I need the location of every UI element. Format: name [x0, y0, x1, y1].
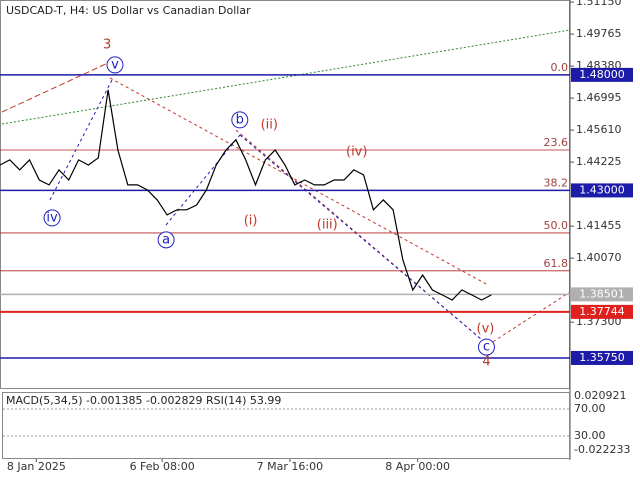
- wave-label: 4: [482, 354, 490, 369]
- wave-label: (v): [477, 322, 495, 337]
- price-line: [0, 89, 492, 301]
- fib-label: 38.2: [544, 176, 569, 189]
- y-tick-label: 1.45610: [576, 123, 622, 136]
- indicator-label: -0.022233: [574, 443, 630, 456]
- indicator-label: 70.00: [574, 402, 606, 415]
- wave-circle: [231, 111, 249, 129]
- wave-line: [49, 79, 113, 201]
- level-label: 1.35750: [579, 351, 625, 364]
- level-label: 1.38501: [579, 287, 625, 300]
- level-label: 1.37744: [579, 305, 625, 318]
- indicator-panel: [2, 392, 570, 459]
- wave-label: b: [236, 112, 244, 127]
- channel-line: [487, 291, 571, 346]
- wave-label: (iii): [317, 217, 338, 232]
- wave-label: a: [162, 232, 170, 247]
- y-tick-label: 1.46995: [576, 91, 622, 104]
- y-tick-label: 1.49765: [576, 27, 622, 40]
- channel-line: [235, 129, 489, 346]
- x-tick-label: 7 Mar 16:00: [257, 460, 323, 473]
- level-box: [571, 350, 633, 365]
- fib-label: 50.0: [544, 219, 569, 232]
- indicator-label: 0.020921: [574, 389, 627, 402]
- fib-label: 61.8: [544, 257, 569, 270]
- x-tick-label: 8 Apr 00:00: [385, 460, 450, 473]
- wave-label: (i): [244, 213, 258, 228]
- wave-circle: [477, 338, 495, 356]
- wave-label: v: [111, 57, 119, 72]
- indicator-label: 30.00: [574, 429, 606, 442]
- wave-circle: [106, 56, 124, 74]
- plot: 1.511501.497651.483801.469951.456101.442…: [0, 0, 633, 473]
- y-tick-label: 1.44225: [576, 155, 622, 168]
- level-box: [571, 304, 633, 319]
- wave-label: iv: [46, 210, 58, 225]
- trend-line: [1, 61, 111, 113]
- level-label: 1.48000: [579, 68, 625, 81]
- wave-line: [239, 134, 489, 346]
- level-box: [571, 67, 633, 82]
- level-label: 1.43000: [579, 183, 625, 196]
- x-tick-label: 8 Jan 2025: [7, 460, 66, 473]
- wave-label: (ii): [261, 117, 278, 132]
- fib-label: 0.0: [551, 61, 569, 74]
- y-tick-label: 1.40070: [576, 251, 622, 264]
- wave-line: [165, 134, 241, 226]
- channel-line: [109, 77, 489, 286]
- chart-title: USDCAD-T, H4: US Dollar vs Canadian Doll…: [6, 4, 251, 17]
- level-box: [571, 287, 633, 302]
- wave-label: (iv): [346, 144, 367, 159]
- y-tick-label: 1.41455: [576, 219, 622, 232]
- wave-circle: [157, 231, 175, 249]
- level-box: [571, 183, 633, 198]
- trend-line: [1, 29, 571, 125]
- indicator-title: MACD(5,34,5) -0.001385 -0.002829 RSI(14)…: [6, 394, 281, 407]
- fib-label: 23.6: [544, 136, 569, 149]
- wave-circle: [43, 209, 61, 227]
- x-tick-label: 6 Feb 08:00: [130, 460, 195, 473]
- wave-label: c: [483, 340, 490, 355]
- y-tick-label: 1.51150: [576, 0, 622, 8]
- wave-label: 3: [103, 37, 111, 52]
